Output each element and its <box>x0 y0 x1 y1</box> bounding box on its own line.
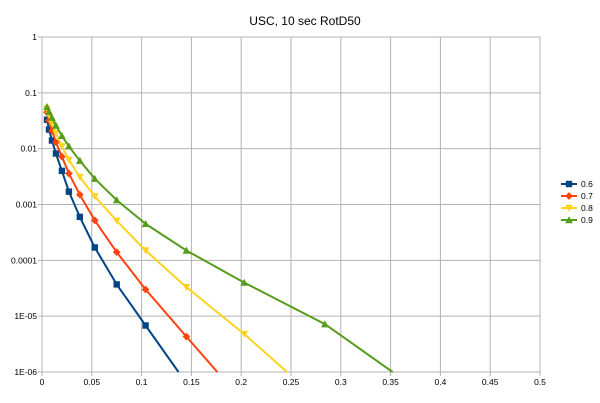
legend-marker <box>565 216 573 224</box>
chart-title: USC, 10 sec RotD50 <box>249 14 361 28</box>
data-point <box>90 216 99 225</box>
legend-marker <box>565 204 573 212</box>
y-tick-label: 1E-05 <box>14 311 37 321</box>
data-point <box>141 220 150 228</box>
data-point <box>76 156 84 164</box>
series-group <box>43 103 394 373</box>
legend-label: 0.6 <box>581 179 593 189</box>
x-tick-label: 0.3 <box>335 377 347 387</box>
data-point <box>45 107 53 115</box>
data-point <box>58 152 66 161</box>
series-0.8 <box>43 105 288 373</box>
legend-label: 0.8 <box>581 203 593 213</box>
y-tick-label: 0.001 <box>16 200 38 210</box>
y-tick-label: 0.1 <box>25 88 37 98</box>
data-point <box>240 330 249 338</box>
data-point <box>76 190 84 199</box>
data-point <box>48 137 56 144</box>
y-tick-label: 1E-06 <box>14 367 37 377</box>
data-point <box>65 169 73 178</box>
data-point <box>182 284 191 292</box>
legend-marker <box>565 192 573 200</box>
y-tick-label: 1 <box>32 32 37 42</box>
data-point <box>112 248 121 257</box>
data-point <box>58 131 66 139</box>
data-point <box>52 129 60 137</box>
legend: 0.6 0.7 0.8 0.9 <box>561 179 593 225</box>
data-point <box>76 213 84 221</box>
legend-label: 0.9 <box>581 215 593 225</box>
data-point <box>58 167 66 175</box>
data-point <box>52 150 60 157</box>
x-tick-label: 0.45 <box>482 377 499 387</box>
x-tick-label: 0.05 <box>84 377 101 387</box>
x-tick-label: 0.4 <box>434 377 446 387</box>
data-point <box>142 322 149 329</box>
series-0.7 <box>43 108 219 373</box>
data-point <box>52 121 60 129</box>
x-tick-label: 0.2 <box>235 377 247 387</box>
data-point <box>112 217 121 225</box>
series-0.9 <box>43 103 394 373</box>
data-point <box>90 174 99 182</box>
legend-item: 0.9 <box>561 215 593 225</box>
x-tick-label: 0.5 <box>534 377 546 387</box>
data-point <box>182 246 191 254</box>
data-point <box>65 188 73 195</box>
data-point <box>240 278 249 286</box>
data-point <box>182 332 191 341</box>
data-point <box>76 173 84 181</box>
x-tick-label: 0 <box>40 377 45 387</box>
axes: 0 0.05 0.1 0.15 0.2 0.25 0.3 0.35 0.4 0.45 0.5 1 0.1… <box>11 32 546 387</box>
y-tick-label: 0.01 <box>20 144 37 154</box>
data-point <box>90 193 99 201</box>
data-point <box>112 196 121 204</box>
data-point <box>91 244 98 251</box>
data-point <box>45 126 53 133</box>
x-tick-label: 0.15 <box>183 377 200 387</box>
legend-label: 0.7 <box>581 191 593 201</box>
data-point <box>113 281 120 288</box>
x-tick-label: 0.35 <box>382 377 399 387</box>
x-tick-label: 0.1 <box>136 377 148 387</box>
data-point <box>48 113 56 121</box>
data-point <box>65 142 73 150</box>
data-point <box>141 285 150 294</box>
data-point <box>321 320 329 328</box>
legend-marker <box>565 180 573 188</box>
data-point <box>141 247 150 255</box>
legend-item: 0.8 <box>561 203 593 213</box>
data-point <box>65 156 73 164</box>
grid-lines <box>38 36 541 376</box>
x-tick-label: 0.25 <box>283 377 300 387</box>
y-tick-label: 0.0001 <box>11 255 37 265</box>
data-point <box>52 138 60 147</box>
legend-item: 0.7 <box>561 191 593 201</box>
legend-item: 0.6 <box>561 179 593 189</box>
data-point <box>58 143 66 151</box>
